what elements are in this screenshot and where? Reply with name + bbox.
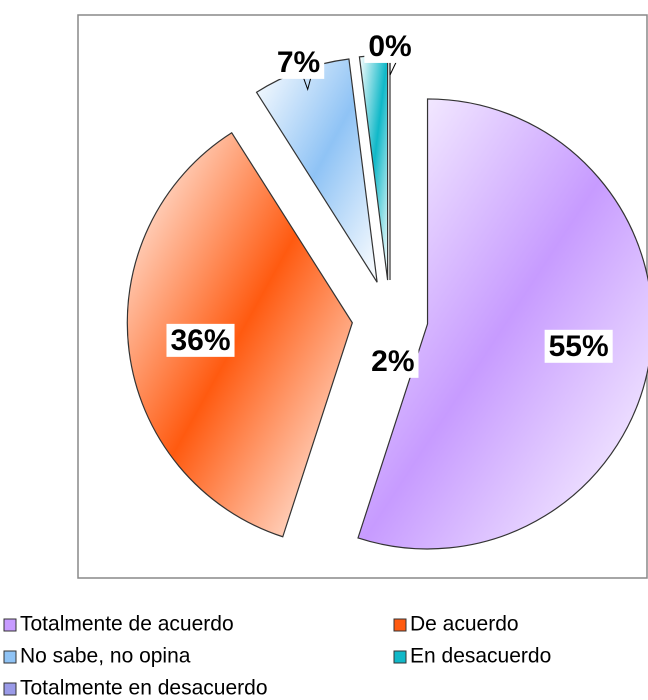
legend-swatch (3, 650, 17, 664)
data-label: 36% (170, 324, 230, 357)
legend-label: En desacuerdo (410, 645, 551, 668)
pie-slice (126, 131, 353, 538)
legend-label: No sabe, no opina (20, 645, 191, 668)
data-label-bg (364, 29, 416, 63)
data-label: 7% (277, 46, 320, 79)
legend-label: De acuerdo (410, 613, 519, 636)
legend-swatch (393, 618, 407, 632)
data-label-bg (166, 323, 235, 357)
data-label-bg (272, 45, 325, 79)
legend-swatch (3, 682, 17, 696)
data-label: 2% (371, 345, 414, 378)
data-label-bg (544, 329, 613, 363)
legend-swatch (393, 650, 407, 664)
legend-label: Totalmente en desacuerdo (20, 677, 268, 700)
legend-swatch (3, 618, 17, 632)
data-label-bg (367, 344, 419, 378)
pie-slice (357, 98, 648, 550)
legend-label: Totalmente de acuerdo (20, 613, 234, 636)
data-label: 55% (549, 330, 609, 363)
data-label: 0% (368, 30, 411, 63)
